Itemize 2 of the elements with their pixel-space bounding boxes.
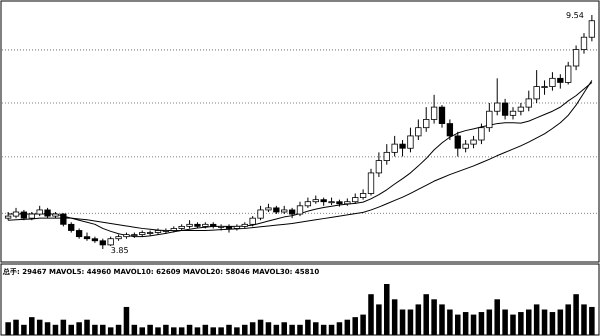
annotation: 9.54 — [566, 11, 584, 20]
annotation: 3.85 — [110, 246, 129, 255]
